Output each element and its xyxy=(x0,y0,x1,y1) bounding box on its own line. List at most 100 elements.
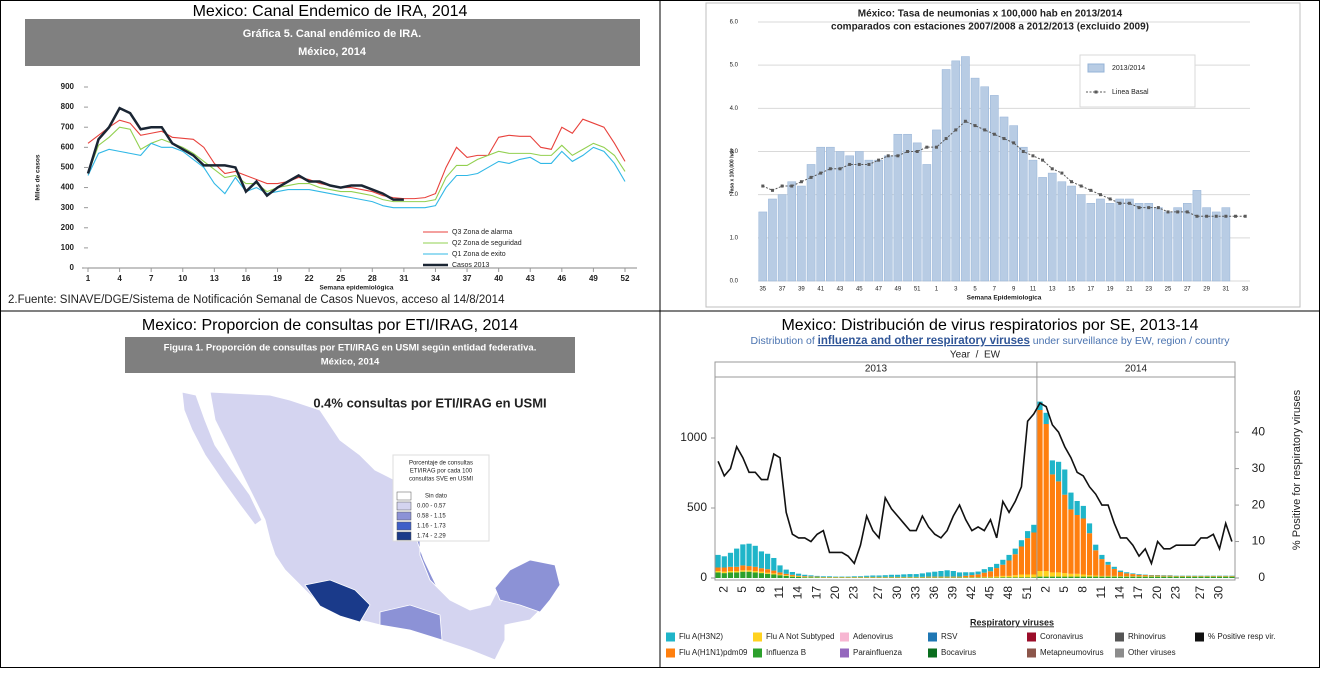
bar-segment xyxy=(1087,577,1092,578)
x-tick-label: 5 xyxy=(735,586,749,593)
bar-segment xyxy=(1062,470,1067,495)
bar-segment xyxy=(722,572,727,573)
legend-swatch xyxy=(928,649,937,658)
x-tick-label: 9 xyxy=(1012,287,1016,293)
map-subtitle: México, 2014 xyxy=(321,357,380,368)
y-tick-label: 700 xyxy=(61,122,75,131)
series-line xyxy=(718,403,1232,563)
bar-segment xyxy=(1019,547,1024,575)
legend-swatch xyxy=(753,649,762,658)
bar-segment xyxy=(1000,576,1005,577)
bar-segment xyxy=(777,575,782,578)
bar-segment xyxy=(901,574,906,577)
bar-segment xyxy=(790,577,795,578)
y2-axis-label: % Positive for respiratory viruses xyxy=(1291,389,1303,550)
x-tick-label: 13 xyxy=(210,274,219,283)
bar xyxy=(855,152,863,282)
bar-segment xyxy=(1112,569,1117,576)
bar-segment xyxy=(1068,574,1073,577)
x-tick-label: 37 xyxy=(779,287,786,293)
x-tick-label: 41 xyxy=(817,287,824,293)
x-tick-label: 4 xyxy=(117,274,122,283)
x-tick-label: 25 xyxy=(1165,287,1172,293)
bar xyxy=(1154,208,1162,281)
bar-segment xyxy=(1000,565,1005,576)
x-tick-label: 51 xyxy=(914,287,921,293)
marker xyxy=(858,163,861,166)
bar-segment xyxy=(771,571,776,574)
bar-segment xyxy=(1105,562,1110,565)
bar-segment xyxy=(722,556,727,567)
y-tick-label: 100 xyxy=(61,243,75,252)
legend-marker xyxy=(1095,91,1098,94)
bar-segment xyxy=(982,577,987,578)
bar-segment xyxy=(1062,577,1067,578)
bar-segment xyxy=(784,574,789,575)
bar xyxy=(971,78,979,281)
bar-segment xyxy=(802,575,807,576)
bar xyxy=(1222,208,1230,281)
bar xyxy=(1193,190,1201,281)
bar-segment xyxy=(1031,575,1036,578)
y2-tick-label: 40 xyxy=(1252,424,1266,438)
bar-segment xyxy=(957,572,962,576)
bar-segment xyxy=(963,572,968,576)
x-tick-label: 28 xyxy=(368,274,377,283)
marker xyxy=(1234,215,1237,218)
marker xyxy=(1186,210,1189,213)
bar-segment xyxy=(771,558,776,571)
bar-segment xyxy=(951,577,956,578)
marker xyxy=(945,137,948,140)
bar xyxy=(1203,208,1211,281)
marker xyxy=(848,163,851,166)
marker xyxy=(964,120,967,123)
bar-segment xyxy=(1143,575,1148,576)
bar xyxy=(923,164,931,281)
bar-segment xyxy=(1013,549,1018,555)
marker xyxy=(1138,206,1141,209)
bar-segment xyxy=(957,577,962,578)
x-tick-label: 31 xyxy=(399,274,408,283)
bar xyxy=(1039,177,1047,281)
bar-segment xyxy=(734,571,739,572)
bar-segment xyxy=(796,574,801,576)
bar xyxy=(1019,147,1027,281)
marker xyxy=(887,154,890,157)
bar xyxy=(1183,203,1191,281)
bar-segment xyxy=(759,551,764,568)
marker xyxy=(839,167,842,170)
bar-segment xyxy=(740,570,745,571)
bar-segment xyxy=(1068,577,1073,578)
legend-label: 2013/2014 xyxy=(1112,65,1145,72)
bar-segment xyxy=(1161,576,1166,577)
bar xyxy=(865,160,873,281)
x-tick-label: 52 xyxy=(621,274,630,283)
bar-segment xyxy=(1075,574,1080,577)
bar-segment xyxy=(914,574,919,577)
bar-segment xyxy=(1037,571,1042,577)
x-tick-label: 11 xyxy=(1030,287,1037,293)
bar-segment xyxy=(1025,577,1030,578)
bar-segment xyxy=(753,546,758,567)
bar xyxy=(1164,212,1172,281)
legend-swatch xyxy=(397,502,411,510)
marker xyxy=(954,128,957,131)
bar-segment xyxy=(1136,574,1141,575)
bar-segment xyxy=(777,572,782,574)
x-tick-label: 21 xyxy=(1126,287,1133,293)
x-tick-label: 43 xyxy=(837,287,844,293)
bar xyxy=(788,182,796,281)
marker xyxy=(867,163,870,166)
marker xyxy=(916,150,919,153)
bar-segment xyxy=(753,572,758,578)
bar-segment xyxy=(1075,577,1080,578)
x-tick-label: 11 xyxy=(1094,586,1108,599)
map-title: Figura 1. Proporción de consultas por ET… xyxy=(164,343,537,354)
panel-heading: Mexico: Proporcion de consultas por ETI/… xyxy=(142,317,518,334)
x-axis-label: Semana epidemiológica xyxy=(319,285,393,292)
x-tick-label: 2 xyxy=(716,586,730,593)
y-tick-label: 500 xyxy=(61,163,75,172)
x-tick-label: 13 xyxy=(1049,287,1056,293)
bar-segment xyxy=(1099,555,1104,559)
